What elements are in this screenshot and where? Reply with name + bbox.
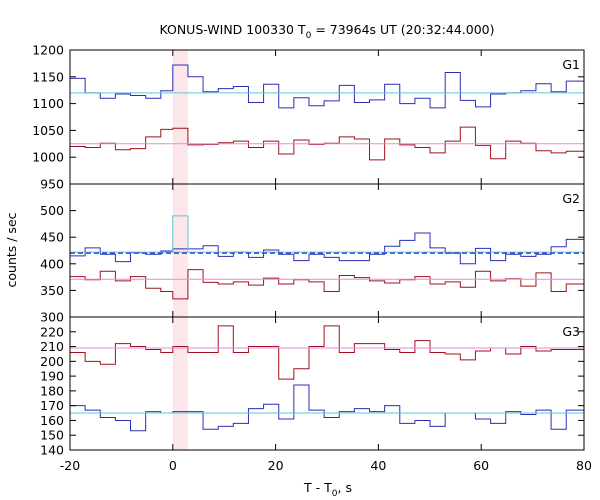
y-tick-label: 1150 xyxy=(32,69,64,84)
x-tick-label: 60 xyxy=(473,458,489,473)
series-g3-red-0 xyxy=(70,325,584,380)
y-tick-label: 150 xyxy=(40,428,64,443)
y-tick-label: 1100 xyxy=(32,96,64,111)
y-tick-label: 210 xyxy=(40,339,64,354)
panel-frame xyxy=(69,183,585,318)
y-tick-label: 170 xyxy=(40,398,64,413)
y-tick-label: 1050 xyxy=(32,123,64,138)
y-tick-label: 1200 xyxy=(32,43,64,58)
series-group xyxy=(70,325,584,432)
panel-frame xyxy=(69,49,585,185)
chart-title: KONUS-WIND 100330 T0 = 73964s UT (20:32:… xyxy=(159,22,494,41)
y-tick-label: 950 xyxy=(40,177,64,192)
series-group xyxy=(70,64,584,161)
series-g2-red-1 xyxy=(70,269,584,300)
y-tick-label: 300 xyxy=(40,310,64,325)
series-g2-cyan-2 xyxy=(172,215,189,253)
highlight-band xyxy=(172,50,188,184)
y-tick-label: 500 xyxy=(40,203,64,218)
panel-label: G2 xyxy=(562,191,580,206)
x-axis-label: T - T0, s xyxy=(303,480,352,499)
y-tick-label: 450 xyxy=(40,230,64,245)
y-tick-label: 190 xyxy=(40,369,64,384)
y-axis-label: counts / sec xyxy=(4,212,19,287)
y-tick-label: 140 xyxy=(40,443,64,458)
panel-frame xyxy=(69,316,585,451)
y-tick-label: 180 xyxy=(40,383,64,398)
y-tick-label: 220 xyxy=(40,324,64,339)
panel-g1: 950 1000 1050 1100 1150 1200 G1 xyxy=(32,43,585,192)
x-tick-label: 80 xyxy=(576,458,592,473)
y-tick-label: 350 xyxy=(40,283,64,298)
series-group xyxy=(70,215,584,300)
panel-label: G1 xyxy=(562,57,580,72)
plot-area: 95010001050110011501200G1300350400450500… xyxy=(32,43,592,474)
series-g1-blue-0 xyxy=(70,64,584,109)
y-tick-label: 160 xyxy=(40,413,64,428)
highlight-band xyxy=(172,317,188,450)
highlight-band xyxy=(172,184,188,317)
x-tick-label: 40 xyxy=(370,458,386,473)
panel-label: G3 xyxy=(562,324,580,339)
series-g3-blue-1 xyxy=(70,384,584,432)
y-tick-label: 1000 xyxy=(32,150,64,165)
panel-g2: 300 350 400 450 500 G2 xyxy=(40,183,585,325)
y-tick-label: 200 xyxy=(40,354,64,369)
x-tick-label: 20 xyxy=(268,458,284,473)
series-g2-blue-0 xyxy=(70,232,584,265)
y-tick-label: 400 xyxy=(40,256,64,271)
x-tick-label: -20 xyxy=(60,458,80,473)
x-tick-label: 0 xyxy=(169,458,177,473)
